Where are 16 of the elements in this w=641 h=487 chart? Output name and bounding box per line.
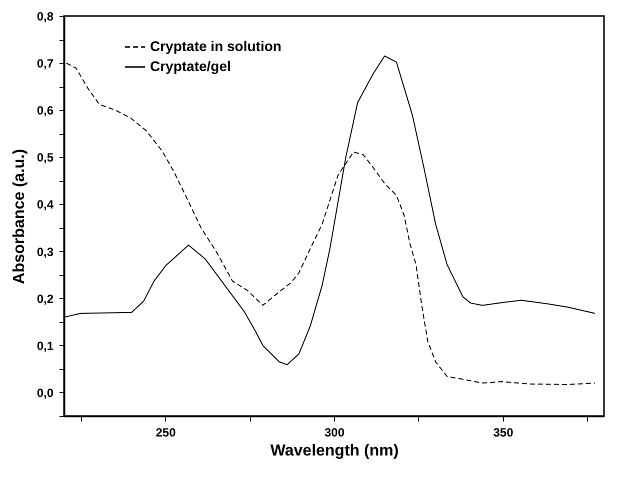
x-tick-label: 250	[156, 426, 176, 440]
y-tick-label: 0,4	[36, 198, 54, 212]
y-axis-title: Absorbance (a.u.)	[10, 148, 28, 284]
y-tick-label: 0,2	[36, 292, 54, 306]
x-axis-title: Wavelength (nm)	[270, 442, 399, 460]
y-tick-label: 0,3	[36, 244, 54, 259]
y-tick-label: 0,6	[36, 104, 54, 118]
x-tick-label: 350	[493, 426, 514, 440]
y-tick-label: 0,8	[36, 10, 54, 24]
x-tick-label: 300	[324, 426, 345, 440]
y-tick-label: 0,5	[36, 150, 54, 165]
y-tick-label: 0,1	[36, 338, 54, 353]
y-tick-label: 0,7	[36, 56, 54, 71]
y-tick-label: 0,0	[36, 386, 54, 400]
legend-label: Cryptate in solution	[150, 38, 282, 54]
legend-label: Cryptate/gel	[150, 58, 231, 74]
